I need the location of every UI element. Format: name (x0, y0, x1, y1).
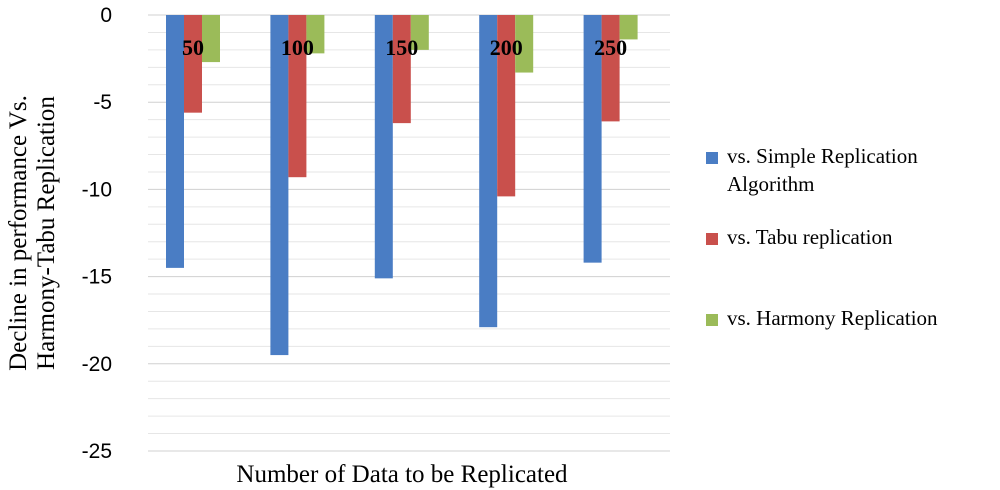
legend-swatch-1 (706, 152, 718, 164)
bar-250-series-3 (619, 15, 638, 40)
y-axis-title-line-1: Decline in performance Vs. (5, 95, 32, 371)
y-tick-label: -25 (82, 440, 112, 463)
category-labels: 50 100 150 200 250 (182, 35, 627, 60)
bar-100-series-1 (270, 15, 289, 356)
legend-label-2: vs. Tabu replication (727, 225, 893, 249)
bar-250-series-1 (583, 15, 602, 263)
bar-100-series-2 (288, 15, 307, 178)
bar-100-series-3 (306, 15, 325, 54)
y-axis-title: Decline in performance Vs. Harmony-Tabu … (5, 95, 60, 371)
y-tick-label: -15 (82, 266, 112, 289)
category-label-250: 250 (594, 35, 627, 60)
category-label-50: 50 (182, 35, 204, 60)
x-axis-title: Number of Data to be Replicated (236, 461, 568, 488)
legend-label-1-line-2: Algorithm (727, 172, 815, 196)
y-tick-label: -5 (93, 91, 112, 114)
bar-150-series-2 (392, 15, 411, 124)
bar-50-series-2 (184, 15, 202, 113)
y-tick-label: 0 (100, 4, 112, 27)
bar-150-series-1 (374, 15, 393, 279)
category-label-150: 150 (385, 35, 418, 60)
bar-50-series-3 (202, 15, 220, 63)
bar-150-series-3 (410, 15, 429, 50)
gridlines (148, 14, 670, 452)
y-tick-labels: 0 -5 -10 -15 -20 -25 (82, 4, 112, 463)
legend-label-3: vs. Harmony Replication (727, 306, 938, 330)
y-axis-title-line-2: Harmony-Tabu Replication (33, 96, 60, 370)
y-tick-label: -20 (82, 353, 112, 376)
bar-50-series-1 (166, 15, 184, 268)
category-label-100: 100 (281, 35, 314, 60)
bar-200-series-3 (515, 15, 534, 73)
bar-200-series-1 (479, 15, 498, 328)
bar-250-series-2 (601, 15, 620, 122)
legend: vs. Simple Replication Algorithm vs. Tabu … (706, 144, 938, 330)
bar-200-series-2 (497, 15, 516, 197)
legend-swatch-2 (706, 233, 718, 245)
y-tick-label: -10 (82, 178, 112, 201)
legend-swatch-3 (706, 314, 718, 326)
category-label-200: 200 (490, 35, 523, 60)
legend-label-1-line-1: vs. Simple Replication (727, 144, 918, 168)
bars (166, 15, 638, 356)
